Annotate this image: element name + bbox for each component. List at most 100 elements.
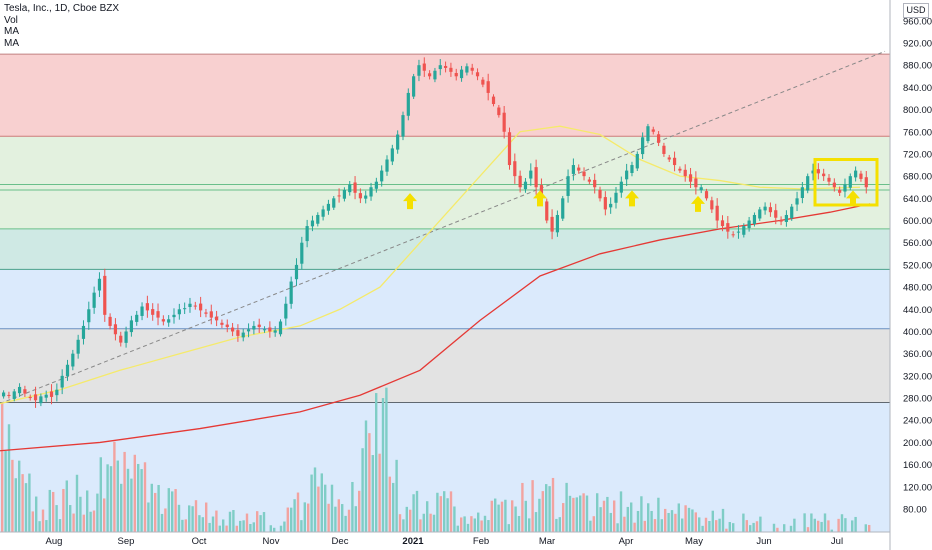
volume-bar xyxy=(752,522,755,532)
candle-body xyxy=(454,73,458,77)
volume-bar xyxy=(18,460,21,532)
candle-body xyxy=(529,170,533,179)
volume-bar xyxy=(494,498,497,532)
volume-bar xyxy=(701,525,704,532)
volume-bar xyxy=(273,527,276,532)
volume-bar xyxy=(106,464,109,532)
volume-bar xyxy=(143,462,147,532)
volume-bar xyxy=(188,505,191,532)
volume-bar xyxy=(507,524,510,532)
candle-body xyxy=(119,335,123,343)
volume-bar xyxy=(58,519,62,532)
volume-bar xyxy=(443,491,446,532)
volume-bar xyxy=(711,510,714,532)
time-axis[interactable]: Aug Sep Oct Nov Dec 2021 Feb Mar Apr May Jun Jul xyxy=(46,536,844,547)
candle-body xyxy=(278,321,283,335)
volume-bar xyxy=(103,498,106,532)
volume-bar xyxy=(579,495,582,532)
volume-bar xyxy=(113,441,116,532)
candle-body xyxy=(614,192,618,203)
candle-body xyxy=(422,63,426,71)
candle-body xyxy=(401,115,405,137)
price-zones xyxy=(0,53,890,532)
volume-bar xyxy=(749,525,752,532)
volume-bar xyxy=(817,520,820,532)
candle-body xyxy=(774,210,778,218)
candle-body xyxy=(619,181,623,193)
volume-bar xyxy=(354,506,357,532)
candle-body xyxy=(550,216,554,232)
candle-body xyxy=(465,66,469,73)
candle-body xyxy=(220,322,224,325)
volume-bar xyxy=(218,525,221,532)
volume-bar xyxy=(351,481,354,532)
up-arrow-marker xyxy=(625,190,639,207)
volume-bar xyxy=(317,486,320,532)
volume-bar xyxy=(511,500,514,532)
volume-bar xyxy=(11,459,14,532)
ma-indicator-label[interactable]: MA xyxy=(4,26,19,37)
volume-bar xyxy=(759,516,762,532)
volume-bar xyxy=(422,513,425,532)
volume-bar xyxy=(38,521,41,532)
up-arrow-marker xyxy=(691,195,705,212)
volume-bar xyxy=(864,524,867,532)
volume-bar xyxy=(660,519,663,532)
volume-bar xyxy=(415,490,419,532)
volume-bar xyxy=(41,509,45,532)
annotations xyxy=(403,158,879,212)
y-tick-label: 480.00 xyxy=(903,283,932,294)
candle-body xyxy=(800,187,804,198)
x-tick-label: May xyxy=(685,536,703,547)
volume-bar xyxy=(371,455,374,532)
volume-bar xyxy=(69,505,72,532)
y-tick-label: 920.00 xyxy=(903,39,932,50)
volume-bar xyxy=(21,474,24,532)
volume-bar xyxy=(347,509,351,532)
volume-bar xyxy=(613,500,616,532)
candle-body xyxy=(561,198,565,219)
candle-body xyxy=(672,157,677,166)
symbol-title[interactable]: Tesla, Inc., 1D, Cboe BZX xyxy=(4,3,120,14)
volume-bar xyxy=(630,502,633,532)
candle-body xyxy=(726,223,730,232)
y-tick-label: 760.00 xyxy=(903,127,932,138)
volume-bar xyxy=(208,522,211,532)
volume-bar xyxy=(647,503,650,532)
candle-body xyxy=(699,187,703,191)
candle-body xyxy=(715,205,719,221)
ma-fast-line xyxy=(0,125,861,405)
candle-body xyxy=(539,185,544,199)
ma-indicator-label-2[interactable]: MA xyxy=(4,37,19,49)
volume-bar xyxy=(555,518,558,532)
volume-bar xyxy=(296,492,300,532)
volume-indicator-label[interactable]: Vol xyxy=(4,14,18,26)
volume-bar xyxy=(691,509,694,532)
volume-bar xyxy=(670,510,674,532)
candle-body xyxy=(108,316,112,326)
volume-bar xyxy=(436,492,439,532)
candle-body xyxy=(694,178,698,188)
y-tick-label: 120.00 xyxy=(903,482,932,493)
y-tick-label: 720.00 xyxy=(903,149,932,160)
up-arrow-marker xyxy=(846,190,860,207)
currency-label[interactable]: USD xyxy=(903,3,929,18)
volume-bar xyxy=(388,476,391,532)
candle-body xyxy=(731,234,735,236)
candle-body xyxy=(17,386,22,394)
candle-body xyxy=(486,81,490,93)
volume-bar xyxy=(174,489,177,532)
volume-bar xyxy=(585,495,589,532)
volume-bar xyxy=(334,506,337,532)
price-axis[interactable]: 960.00 920.00 880.00 840.00 800.00 760.00 720.… xyxy=(903,16,932,515)
candle-body xyxy=(236,330,240,336)
candle-body xyxy=(630,165,634,174)
volume-bar xyxy=(636,510,640,532)
candle-body xyxy=(87,309,91,323)
candle-body xyxy=(60,375,64,388)
volume-bar xyxy=(228,511,232,532)
volume-bar xyxy=(562,503,565,532)
candle-body xyxy=(348,184,352,193)
volume-bar xyxy=(147,502,150,532)
